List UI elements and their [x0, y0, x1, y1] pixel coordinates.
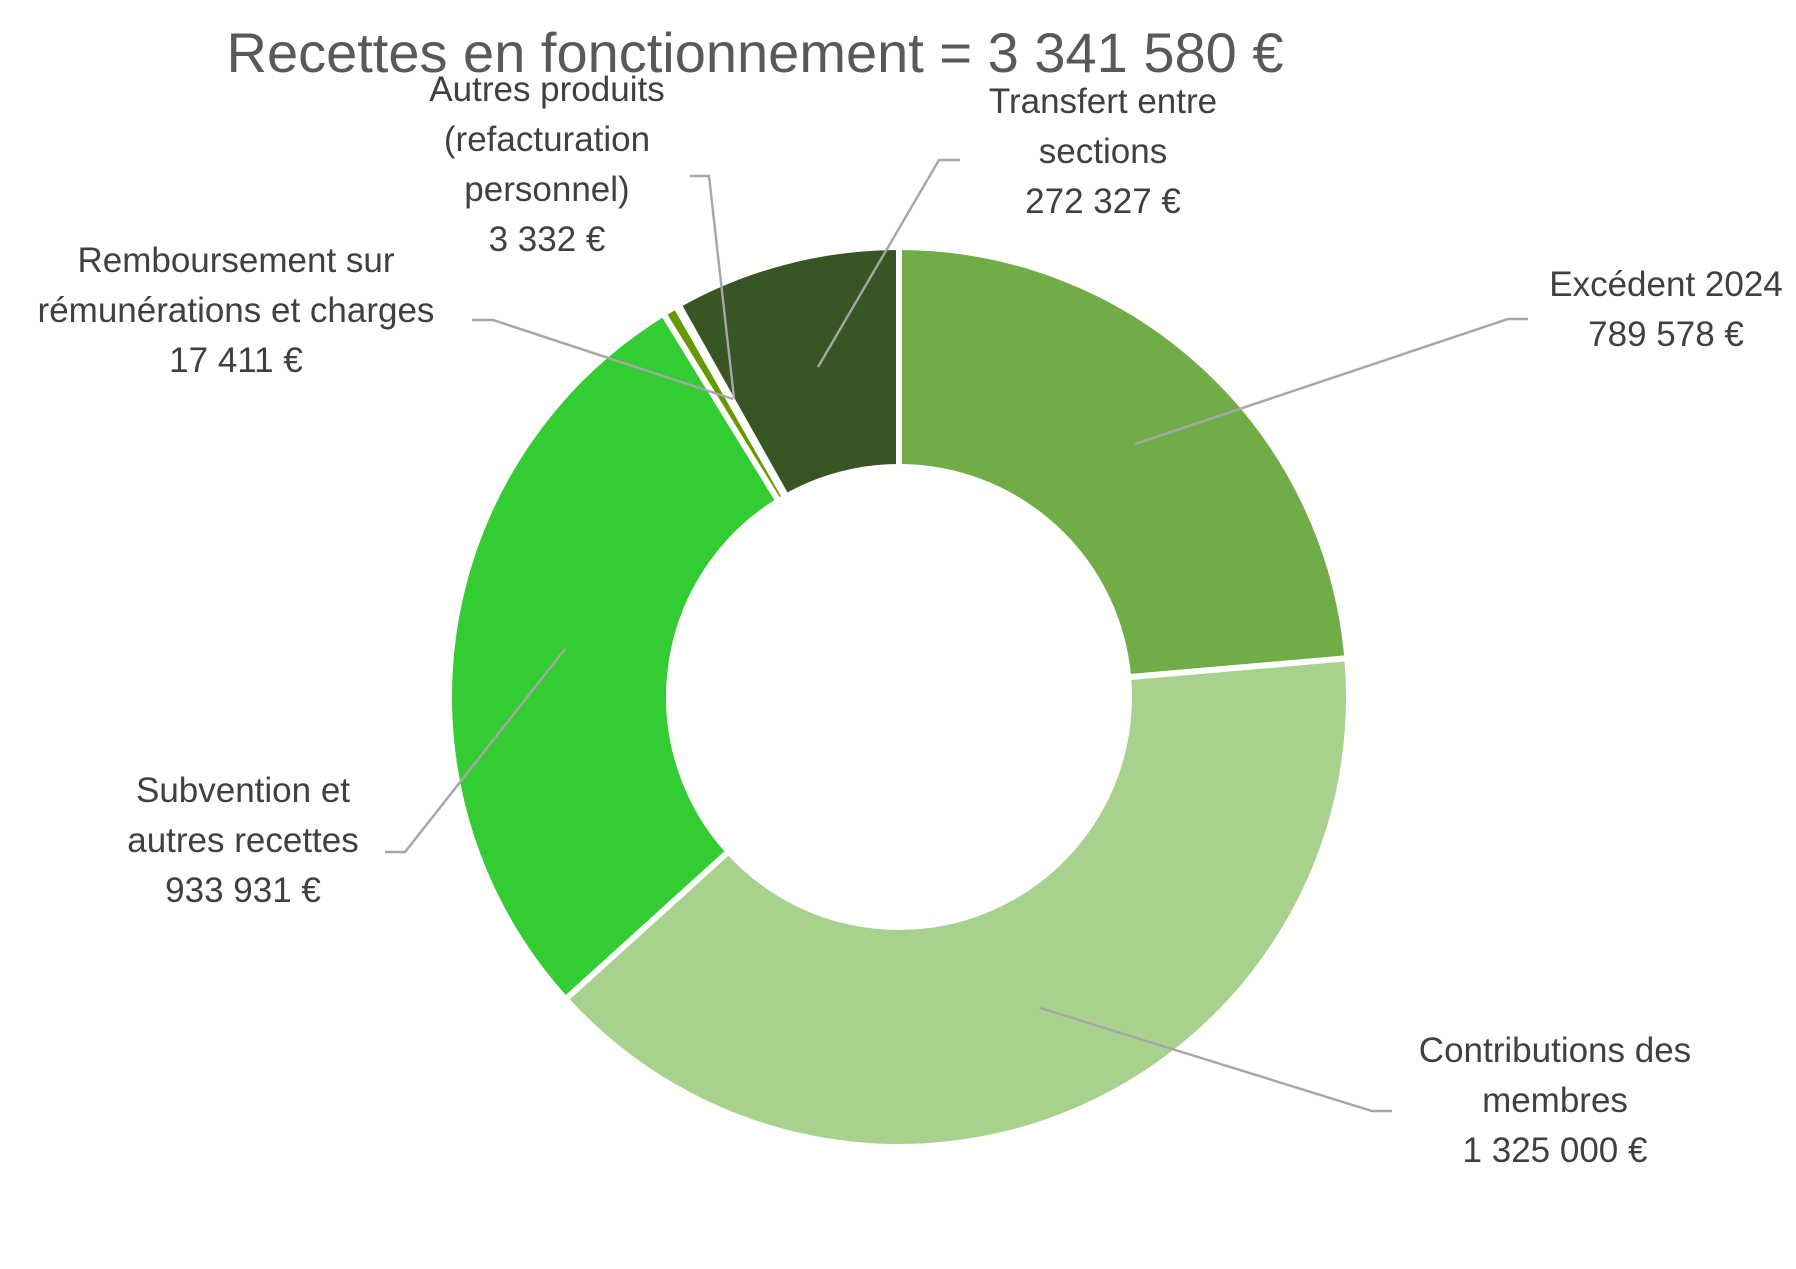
data-label-line: 3 332 € — [489, 220, 606, 259]
data-label-line: 789 578 € — [1588, 315, 1744, 354]
leader-line-contributions — [1039, 1006, 1392, 1113]
data-label-line: 1 325 000 € — [1463, 1131, 1648, 1170]
data-label-line: membres — [1482, 1081, 1628, 1120]
data-label-line: 272 327 € — [1025, 182, 1181, 221]
data-label-line: 933 931 € — [165, 871, 321, 910]
leader-line-transfert — [816, 158, 960, 368]
data-label-line: sections — [1039, 132, 1167, 171]
leader-line-subvention — [385, 648, 566, 854]
data-label-line: Excédent 2024 — [1549, 265, 1783, 304]
data-label-line: personnel) — [464, 170, 629, 209]
slice-transfert — [675, 244, 902, 500]
data-label-line: Autres produits — [429, 70, 664, 109]
leader-line-autres-produits — [690, 174, 736, 399]
data-label-line: autres recettes — [127, 821, 359, 860]
leader-line-excedent — [1134, 317, 1528, 446]
data-label-remboursement: Remboursement sur rémunérations et charge… — [38, 241, 435, 380]
data-label-subvention: Subvention et autres recettes 933 931 € — [127, 771, 359, 910]
slice-contributions — [562, 655, 1352, 1150]
data-label-transfert: Transfert entre sections 272 327 € — [989, 82, 1217, 221]
data-label-line: Subvention et — [136, 771, 350, 810]
data-label-line: (refacturation — [444, 120, 650, 159]
data-label-excedent: Excédent 2024 789 578 € — [1549, 265, 1783, 354]
data-label-line: 17 411 € — [169, 341, 303, 380]
slice-labels: Excédent 2024 789 578 € Contributions des m… — [38, 70, 1783, 1170]
data-label-line: Transfert entre — [989, 82, 1217, 121]
chart-title: Recettes en fonctionnement = 3 341 580 € — [227, 21, 1284, 84]
data-label-line: Remboursement sur — [77, 241, 394, 280]
slice-excedent — [896, 244, 1351, 681]
leader-lines — [385, 158, 1528, 1113]
data-label-line: rémunérations et charges — [38, 291, 435, 330]
data-label-contributions: Contributions des membres 1 325 000 € — [1419, 1031, 1691, 1170]
donut-slices — [446, 244, 1352, 1150]
data-label-autres-produits: Autres produits (refacturation personnel) 3… — [429, 70, 664, 259]
data-label-line: Contributions des — [1419, 1031, 1691, 1070]
leader-line-remboursement — [472, 318, 734, 401]
slice-subvention — [446, 310, 782, 1003]
